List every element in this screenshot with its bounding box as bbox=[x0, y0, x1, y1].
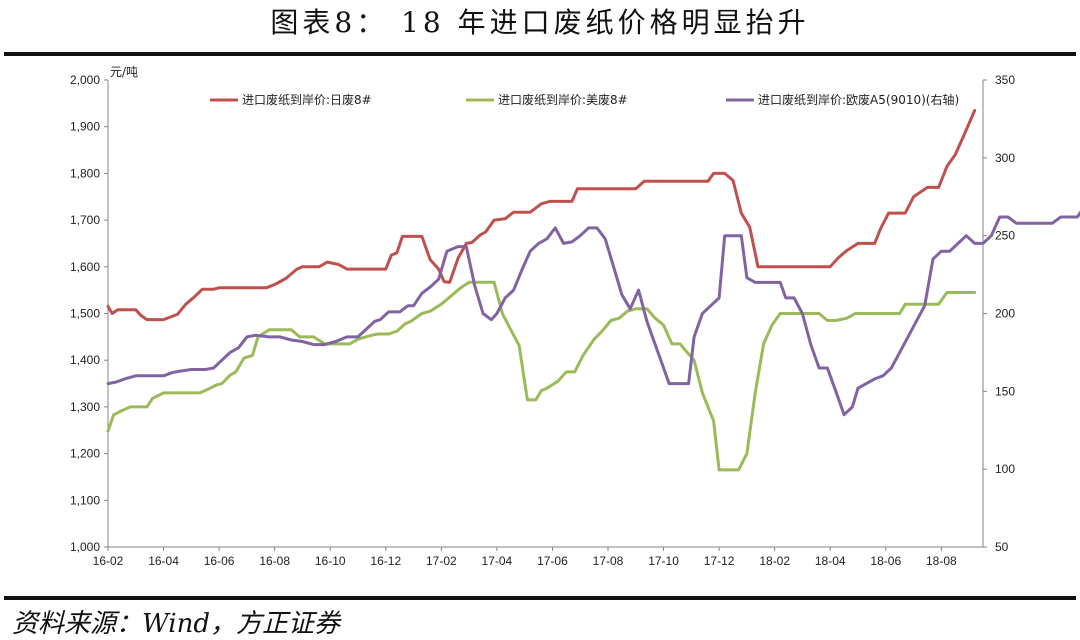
x-tick-label: 18-08 bbox=[926, 554, 957, 568]
series-line-3 bbox=[106, 210, 1080, 417]
legend-label: 进口废纸到岸价:日废8# bbox=[242, 92, 372, 107]
left-tick-label: 1,400 bbox=[70, 353, 100, 367]
right-tick-label: 350 bbox=[995, 73, 1015, 87]
left-tick-label: 1,500 bbox=[70, 307, 100, 321]
series-line-2 bbox=[106, 280, 977, 472]
tick-labels: 1,000 1,100 1,200 1,300 1,400 1,500 1,600 1,700… bbox=[70, 73, 1015, 568]
x-tick-label: 17-10 bbox=[648, 554, 679, 568]
x-tick-label: 18-06 bbox=[870, 554, 901, 568]
x-tick-label: 16-10 bbox=[315, 554, 346, 568]
x-tick-label: 16-02 bbox=[93, 554, 124, 568]
left-axis-unit: 元/吨 bbox=[110, 65, 138, 79]
figure-title: 图表8： 18 年进口废纸价格明显抬升 bbox=[270, 6, 810, 39]
right-tick-label: 150 bbox=[995, 384, 1015, 398]
source-note: 资料来源：Wind，方正证券 bbox=[12, 609, 340, 639]
axes bbox=[104, 79, 987, 551]
x-tick-label: 17-02 bbox=[426, 554, 457, 568]
legend-label: 进口废纸到岸价:美废8# bbox=[498, 92, 628, 107]
left-tick-label: 1,200 bbox=[70, 447, 100, 461]
legend-label: 进口废纸到岸价:欧废A5(9010)(右轴) bbox=[758, 92, 959, 107]
legend: 进口废纸到岸价:日废8# 进口废纸到岸价:美废8# 进口废纸到岸价:欧废A5(901… bbox=[210, 92, 959, 107]
bottom-rule bbox=[4, 596, 1076, 600]
left-tick-label: 1,800 bbox=[70, 166, 100, 180]
top-rule bbox=[4, 52, 1076, 56]
left-tick-label: 1,600 bbox=[70, 260, 100, 274]
x-tick-label: 16-04 bbox=[148, 554, 179, 568]
left-tick-label: 1,900 bbox=[70, 120, 100, 134]
line-chart: 1,000 1,100 1,200 1,300 1,400 1,500 1,600 1,700… bbox=[70, 65, 1080, 568]
right-tick-label: 300 bbox=[995, 151, 1015, 165]
series-lines bbox=[106, 108, 1080, 472]
left-tick-label: 2,000 bbox=[70, 73, 100, 87]
x-tick-label: 16-08 bbox=[259, 554, 290, 568]
left-tick-label: 1,100 bbox=[70, 493, 100, 507]
left-tick-label: 1,700 bbox=[70, 213, 100, 227]
left-tick-label: 1,000 bbox=[70, 540, 100, 554]
x-tick-label: 16-12 bbox=[370, 554, 401, 568]
left-tick-label: 1,300 bbox=[70, 400, 100, 414]
x-tick-label: 16-06 bbox=[204, 554, 235, 568]
right-tick-label: 250 bbox=[995, 229, 1015, 243]
series-line-1 bbox=[106, 108, 977, 322]
x-tick-label: 18-02 bbox=[759, 554, 790, 568]
x-tick-label: 17-06 bbox=[537, 554, 568, 568]
x-tick-label: 17-08 bbox=[593, 554, 624, 568]
x-tick-label: 17-12 bbox=[704, 554, 735, 568]
right-tick-label: 200 bbox=[995, 307, 1015, 321]
right-tick-label: 50 bbox=[995, 540, 1009, 554]
x-tick-label: 17-04 bbox=[482, 554, 513, 568]
x-tick-label: 18-04 bbox=[815, 554, 846, 568]
right-tick-label: 100 bbox=[995, 462, 1015, 476]
